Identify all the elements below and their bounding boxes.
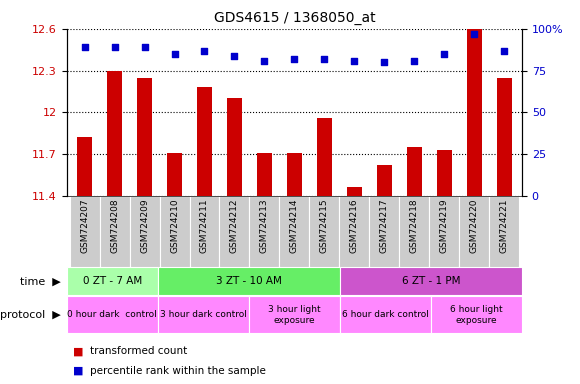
- Bar: [129, 196, 160, 267]
- Text: transformed count: transformed count: [90, 346, 187, 356]
- Point: [260, 58, 269, 64]
- Bar: [158, 267, 340, 295]
- Text: GSM724207: GSM724207: [80, 199, 89, 253]
- Point: [469, 31, 478, 37]
- Text: 6 ZT - 1 PM: 6 ZT - 1 PM: [402, 276, 460, 286]
- Text: 0 ZT - 7 AM: 0 ZT - 7 AM: [82, 276, 142, 286]
- Point: [409, 58, 419, 64]
- Text: time  ▶: time ▶: [20, 276, 61, 286]
- Text: GSM724208: GSM724208: [110, 199, 119, 253]
- Bar: [137, 78, 152, 196]
- Bar: [429, 196, 459, 267]
- Bar: [249, 296, 340, 333]
- Bar: [377, 165, 392, 196]
- Text: ■: ■: [72, 346, 83, 356]
- Bar: [67, 296, 158, 333]
- Bar: [249, 196, 280, 267]
- Bar: [100, 196, 129, 267]
- Text: GSM724220: GSM724220: [470, 199, 478, 253]
- Point: [110, 44, 119, 50]
- Text: 0 hour dark  control: 0 hour dark control: [67, 310, 157, 319]
- Bar: [317, 118, 332, 196]
- Bar: [227, 98, 242, 196]
- Text: protocol  ▶: protocol ▶: [0, 310, 61, 320]
- Bar: [77, 137, 92, 196]
- Bar: [280, 196, 309, 267]
- Point: [200, 48, 209, 54]
- Point: [499, 48, 509, 54]
- Point: [80, 44, 89, 50]
- Text: GSM724211: GSM724211: [200, 199, 209, 253]
- Point: [350, 58, 359, 64]
- Text: GSM724210: GSM724210: [170, 199, 179, 253]
- Bar: [496, 78, 512, 196]
- Bar: [340, 267, 522, 295]
- Bar: [339, 196, 369, 267]
- Text: GSM724218: GSM724218: [409, 199, 419, 253]
- Text: 6 hour dark control: 6 hour dark control: [342, 310, 429, 319]
- Bar: [167, 153, 182, 196]
- Bar: [70, 196, 100, 267]
- Point: [320, 56, 329, 62]
- Text: GSM724219: GSM724219: [440, 199, 448, 253]
- Text: 3 ZT - 10 AM: 3 ZT - 10 AM: [216, 276, 282, 286]
- Point: [170, 51, 179, 57]
- Bar: [158, 296, 249, 333]
- Bar: [369, 196, 399, 267]
- Bar: [107, 71, 122, 196]
- Text: GSM724209: GSM724209: [140, 199, 149, 253]
- Point: [290, 56, 299, 62]
- Bar: [431, 296, 522, 333]
- Text: ■: ■: [72, 366, 83, 376]
- Bar: [190, 196, 219, 267]
- Point: [440, 51, 449, 57]
- Text: GSM724212: GSM724212: [230, 199, 239, 253]
- Bar: [466, 29, 481, 196]
- Point: [140, 44, 149, 50]
- Title: GDS4615 / 1368050_at: GDS4615 / 1368050_at: [213, 11, 375, 25]
- Text: GSM724215: GSM724215: [320, 199, 329, 253]
- Text: 3 hour dark control: 3 hour dark control: [160, 310, 246, 319]
- Bar: [340, 296, 431, 333]
- Bar: [459, 196, 489, 267]
- Bar: [287, 153, 302, 196]
- Text: percentile rank within the sample: percentile rank within the sample: [90, 366, 266, 376]
- Bar: [399, 196, 429, 267]
- Text: GSM724221: GSM724221: [499, 199, 509, 253]
- Text: 6 hour light
exposure: 6 hour light exposure: [450, 305, 503, 324]
- Bar: [257, 153, 272, 196]
- Bar: [489, 196, 519, 267]
- Bar: [67, 267, 158, 295]
- Text: GSM724214: GSM724214: [290, 199, 299, 253]
- Bar: [197, 87, 212, 196]
- Text: GSM724217: GSM724217: [380, 199, 389, 253]
- Bar: [347, 187, 362, 196]
- Text: 3 hour light
exposure: 3 hour light exposure: [268, 305, 321, 324]
- Text: GSM724216: GSM724216: [350, 199, 359, 253]
- Bar: [309, 196, 339, 267]
- Bar: [160, 196, 190, 267]
- Bar: [219, 196, 249, 267]
- Bar: [437, 150, 452, 196]
- Text: GSM724213: GSM724213: [260, 199, 269, 253]
- Bar: [407, 147, 422, 196]
- Point: [230, 53, 239, 59]
- Point: [379, 59, 389, 65]
